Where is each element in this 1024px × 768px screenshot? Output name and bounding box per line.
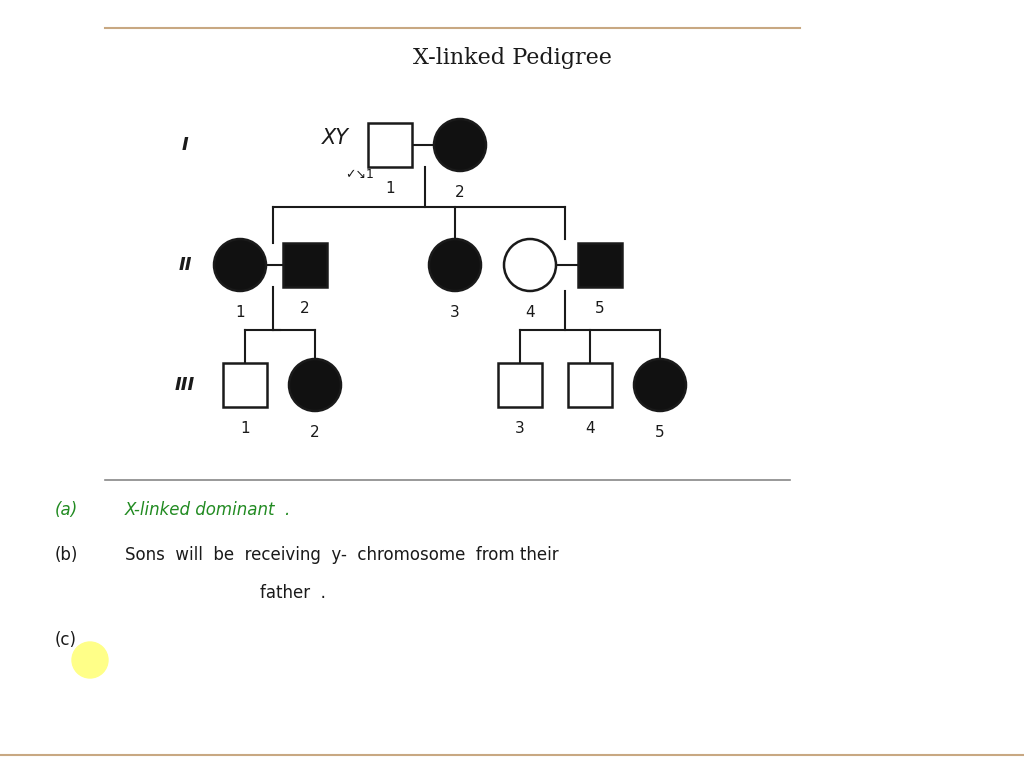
Text: III: III [175,376,196,394]
Circle shape [504,239,556,291]
Text: 4: 4 [585,421,595,436]
Text: 1: 1 [236,305,245,320]
Bar [283,243,327,287]
Text: 5: 5 [595,301,605,316]
Bar [568,363,612,407]
Text: ✓↘1: ✓↘1 [345,168,375,181]
Text: (a): (a) [55,501,78,519]
Text: II: II [178,256,191,274]
Circle shape [434,119,486,171]
Text: X-linked dominant  .: X-linked dominant . [125,501,291,519]
Text: 2: 2 [300,301,310,316]
Text: father  .: father . [260,584,326,602]
Text: Sons  will  be  receiving  y-  chromosome  from their: Sons will be receiving y- chromosome fro… [125,546,559,564]
Bar [578,243,622,287]
Text: X-linked Pedigree: X-linked Pedigree [413,47,611,69]
Text: 4: 4 [525,305,535,320]
Text: (c): (c) [55,631,77,649]
Text: 1: 1 [241,421,250,436]
Text: 2: 2 [456,185,465,200]
Text: 3: 3 [451,305,460,320]
Bar [368,123,412,167]
Circle shape [289,359,341,411]
Text: 1: 1 [385,181,395,196]
Circle shape [429,239,481,291]
Text: XY: XY [322,128,348,148]
Text: 3: 3 [515,421,525,436]
Circle shape [72,642,108,678]
Bar [223,363,267,407]
Circle shape [214,239,266,291]
Text: 2: 2 [310,425,319,440]
Text: (b): (b) [55,546,79,564]
Bar [498,363,542,407]
Circle shape [634,359,686,411]
Text: 5: 5 [655,425,665,440]
Text: I: I [181,136,188,154]
